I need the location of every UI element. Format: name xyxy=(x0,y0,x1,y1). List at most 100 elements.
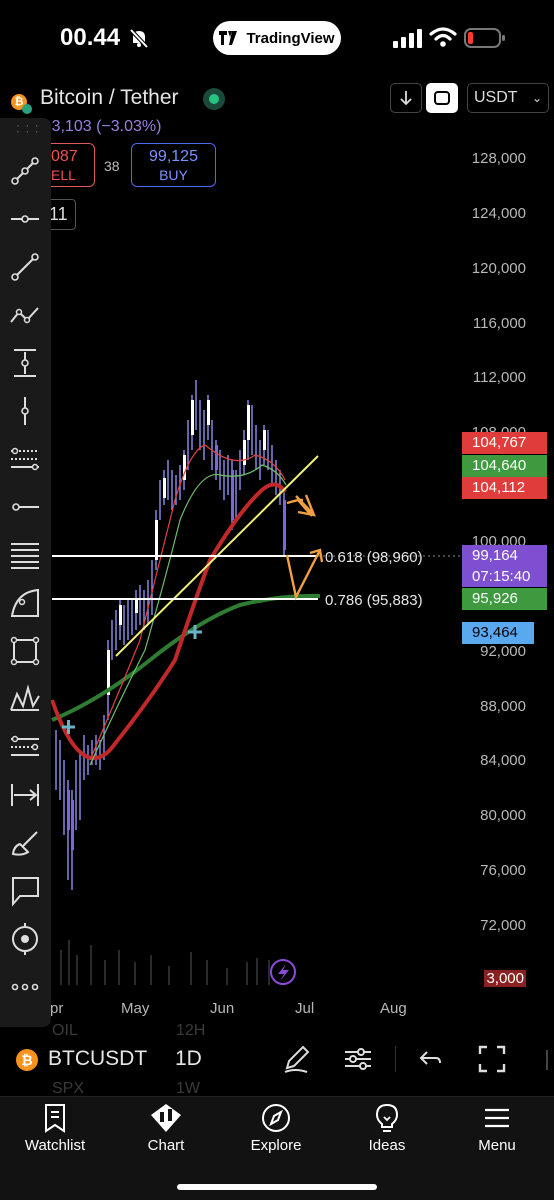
brush-tool[interactable] xyxy=(8,826,42,860)
ma-thin-green xyxy=(89,464,287,766)
price-axis-label: 92,000 xyxy=(480,643,526,660)
nav-label: Ideas xyxy=(368,1137,406,1154)
pattern-tool[interactable] xyxy=(8,682,42,716)
price-axis-label: 88,000 xyxy=(480,698,526,715)
market-open-dot xyxy=(203,88,225,110)
time-axis-label: pr xyxy=(50,1000,64,1017)
buy-button[interactable]: 99,125 BUY xyxy=(131,143,216,187)
bottom-nav: Watchlist Chart Explore Ideas Menu xyxy=(0,1096,554,1200)
ma-red xyxy=(50,482,287,761)
indicators-sliders-icon[interactable] xyxy=(343,1046,373,1072)
price-axis-label: 84,000 xyxy=(480,752,526,769)
time-axis-label: Jul xyxy=(295,1000,315,1017)
drawing-toolbar: · · · · · · xyxy=(0,118,51,1027)
nav-label: Watchlist xyxy=(24,1137,86,1154)
candle-bodies xyxy=(107,400,266,695)
wifi-icon xyxy=(429,27,457,47)
vertical-line-tool[interactable] xyxy=(8,394,42,428)
download-button[interactable] xyxy=(390,83,422,113)
bookmark-icon xyxy=(45,1104,65,1133)
ghost-symbol: SPX xyxy=(52,1080,85,1097)
ma-thin-red xyxy=(89,444,286,761)
lightbulb-icon xyxy=(375,1103,399,1132)
callout-tool[interactable] xyxy=(8,874,42,908)
ghost-interval: 12H xyxy=(176,1022,206,1039)
home-indicator xyxy=(177,1184,377,1190)
price-axis-label: 112,000 xyxy=(472,369,526,386)
candles xyxy=(55,380,285,890)
mute-bell-icon xyxy=(129,28,149,49)
ma-green-long xyxy=(51,593,321,722)
pen-icon[interactable] xyxy=(283,1044,311,1074)
more-tools-icon[interactable] xyxy=(8,970,42,1004)
price-tag-green: 95,926 xyxy=(462,588,547,610)
fib-label-0618: 0.618 (98,960) xyxy=(325,549,423,566)
volume-bars xyxy=(60,940,270,985)
price-chart[interactable] xyxy=(0,115,554,995)
buy-price: 99,125 xyxy=(149,148,198,165)
price-axis-label: 80,000 xyxy=(480,807,526,824)
price-axis-label: 120,000 xyxy=(471,260,526,277)
nav-explore[interactable]: Explore xyxy=(231,1103,321,1154)
undo-icon[interactable] xyxy=(418,1048,442,1070)
ray-tool[interactable] xyxy=(8,250,42,284)
fib-channel-tool[interactable] xyxy=(8,730,42,764)
buy-label: BUY xyxy=(159,167,188,183)
sell-button[interactable]: 087 ELL xyxy=(44,143,95,187)
arrow-down-icon xyxy=(400,91,412,106)
cursor-tool[interactable] xyxy=(8,922,42,956)
path-tool[interactable] xyxy=(8,298,42,332)
maximize-icon xyxy=(434,91,450,105)
currency-select[interactable]: USDT ⌄ xyxy=(467,83,549,113)
horizontal-ray-tool[interactable] xyxy=(8,490,42,524)
candle-countdown: 07:15:40 xyxy=(472,568,531,585)
price-change-line: 64 −3,103 (−3.03%) xyxy=(20,118,162,135)
nav-watchlist[interactable]: Watchlist xyxy=(10,1103,100,1154)
symbol-picker[interactable]: BTCUSDT xyxy=(48,1047,148,1070)
sell-price: 087 xyxy=(51,148,78,165)
symbol-title[interactable]: Bitcoin / Tether xyxy=(40,86,179,109)
status-time: 00.44 xyxy=(60,24,121,51)
nav-label: Explore xyxy=(250,1137,302,1154)
cross-marker xyxy=(62,625,202,734)
rectangle-tool[interactable] xyxy=(8,634,42,668)
fib-circle-tool[interactable] xyxy=(8,586,42,620)
more-edge xyxy=(546,1050,554,1070)
ghost-symbol: OIL xyxy=(52,1022,78,1039)
btc-coin-icon: ₿ xyxy=(16,1049,38,1071)
current-price-tag: 99,164 07:15:40 xyxy=(462,545,547,587)
fullscreen-corners-icon[interactable] xyxy=(478,1045,506,1073)
nav-label: Menu xyxy=(478,1137,516,1154)
cellular-signal-icon xyxy=(393,29,422,48)
spread-value: 38 xyxy=(104,158,120,174)
time-axis-label: May xyxy=(121,1000,150,1017)
price-axis-label: 76,000 xyxy=(480,862,526,879)
horizontal-line-tool[interactable] xyxy=(8,202,42,236)
time-axis-label: Aug xyxy=(380,1000,407,1017)
time-axis-label: Jun xyxy=(210,1000,235,1017)
price-tag-red: 104,767 xyxy=(462,432,547,454)
current-price: 99,164 xyxy=(472,547,518,564)
price-range-tool[interactable] xyxy=(8,346,42,380)
date-range-tool[interactable] xyxy=(8,778,42,812)
parallel-channel-tool[interactable] xyxy=(8,442,42,476)
tradingview-pill[interactable]: TradingView xyxy=(213,21,341,55)
trend-line-tool[interactable] xyxy=(8,154,42,188)
drag-handle-icon[interactable]: · · · · · · xyxy=(16,118,40,138)
interval-picker[interactable]: 1D xyxy=(175,1047,202,1070)
symbar-divider xyxy=(395,1046,396,1072)
currency-value: USDT xyxy=(474,89,518,106)
sell-label: ELL xyxy=(51,167,76,183)
nav-menu[interactable]: Menu xyxy=(452,1103,542,1154)
nav-chart[interactable]: Chart xyxy=(121,1103,211,1154)
battery-low-icon xyxy=(464,28,505,48)
fib-retracement-tool[interactable] xyxy=(8,538,42,572)
usdt-coin-small xyxy=(22,104,32,114)
candle-bodies-bear xyxy=(67,445,286,850)
fullscreen-button[interactable] xyxy=(426,83,458,113)
price-axis-label: 116,000 xyxy=(472,315,526,332)
chevron-down-icon: ⌄ xyxy=(531,91,542,105)
price-axis-label: 128,000 xyxy=(471,150,526,167)
nav-ideas[interactable]: Ideas xyxy=(342,1103,432,1154)
lightning-circle xyxy=(270,959,296,985)
